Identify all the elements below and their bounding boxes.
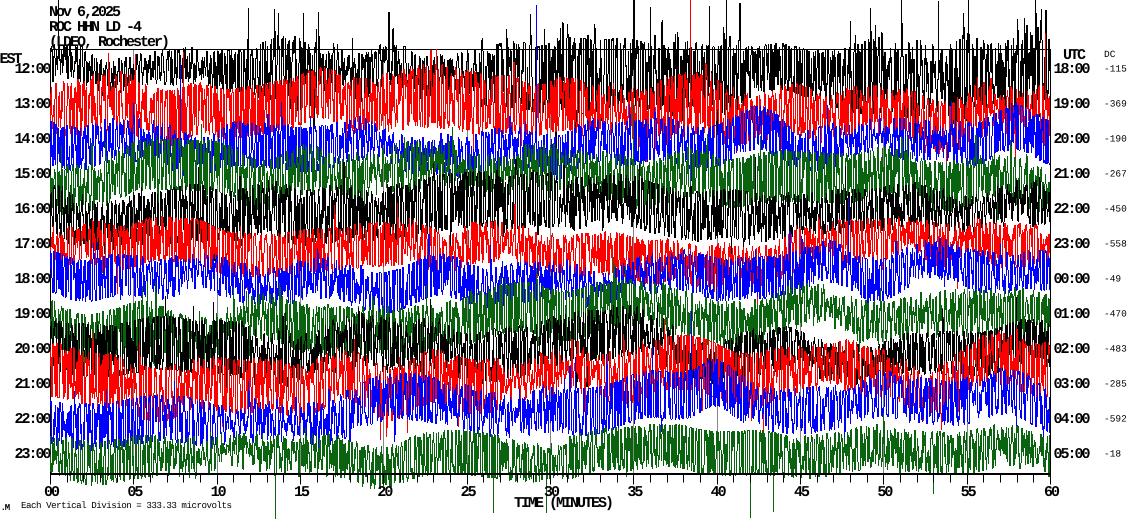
svg-text:20:00: 20:00 — [14, 341, 51, 358]
svg-text:22:00: 22:00 — [1054, 201, 1091, 218]
svg-text:01:00: 01:00 — [1054, 306, 1091, 323]
svg-text:15: 15 — [294, 484, 310, 501]
svg-text:02:00: 02:00 — [1054, 341, 1091, 358]
svg-text:-483: -483 — [1104, 344, 1127, 355]
svg-text:45: 45 — [794, 484, 810, 501]
svg-text:05: 05 — [127, 484, 143, 501]
svg-text:TIME (MINUTES): TIME (MINUTES) — [514, 495, 612, 512]
svg-text:19:00: 19:00 — [14, 306, 51, 323]
svg-text:-49: -49 — [1104, 274, 1121, 285]
svg-text:-267: -267 — [1104, 169, 1127, 180]
svg-text:UTC: UTC — [1063, 47, 1086, 64]
svg-text:04:00: 04:00 — [1054, 411, 1091, 428]
svg-text:-285: -285 — [1104, 379, 1127, 390]
svg-text:ROC HHN LD -4: ROC HHN LD -4 — [49, 19, 142, 36]
svg-text:14:00: 14:00 — [14, 131, 51, 148]
svg-text:21:00: 21:00 — [14, 376, 51, 393]
svg-text:(LDEO, Rochester): (LDEO, Rochester) — [49, 34, 168, 51]
svg-text:18:00: 18:00 — [1054, 61, 1091, 78]
svg-text:-369: -369 — [1104, 99, 1127, 110]
svg-text:23:00: 23:00 — [1054, 236, 1091, 253]
svg-text:20: 20 — [377, 484, 393, 501]
svg-text:-190: -190 — [1104, 134, 1127, 145]
svg-text:10: 10 — [211, 484, 227, 501]
svg-text:35: 35 — [627, 484, 643, 501]
svg-text:22:00: 22:00 — [14, 411, 51, 428]
svg-text:30: 30 — [544, 484, 560, 501]
svg-text:-450: -450 — [1104, 204, 1127, 215]
svg-text:13:00: 13:00 — [14, 96, 51, 113]
svg-text:25: 25 — [461, 484, 477, 501]
svg-text:-470: -470 — [1104, 309, 1127, 320]
svg-text:40: 40 — [711, 484, 727, 501]
svg-text:00:00: 00:00 — [1054, 271, 1091, 288]
svg-text:55: 55 — [961, 484, 977, 501]
svg-text:60: 60 — [1044, 484, 1060, 501]
svg-text:-115: -115 — [1104, 64, 1127, 75]
svg-text:16:00: 16:00 — [14, 201, 51, 218]
svg-text:EST: EST — [0, 51, 23, 68]
svg-text:-18: -18 — [1104, 449, 1121, 460]
svg-text:Each Vertical Division = 333.: Each Vertical Division = 333.33 microvol… — [21, 500, 232, 511]
svg-text:21:00: 21:00 — [1054, 166, 1091, 183]
svg-text:05:00: 05:00 — [1054, 446, 1091, 463]
svg-text:23:00: 23:00 — [14, 446, 51, 463]
svg-text:12:00: 12:00 — [14, 61, 51, 78]
svg-text:18:00: 18:00 — [14, 271, 51, 288]
svg-text:Nov 6,2025: Nov 6,2025 — [49, 4, 121, 21]
svg-text:19:00: 19:00 — [1054, 96, 1091, 113]
svg-text:DC: DC — [1104, 49, 1116, 60]
svg-text:00: 00 — [44, 484, 60, 501]
svg-text:15:00: 15:00 — [14, 166, 51, 183]
svg-text:-558: -558 — [1104, 239, 1127, 250]
svg-text:17:00: 17:00 — [14, 236, 51, 253]
svg-text:03:00: 03:00 — [1054, 376, 1091, 393]
svg-text:50: 50 — [877, 484, 893, 501]
svg-text:20:00: 20:00 — [1054, 131, 1091, 148]
svg-text:-592: -592 — [1104, 414, 1127, 425]
svg-text:.M: .M — [1, 503, 10, 513]
